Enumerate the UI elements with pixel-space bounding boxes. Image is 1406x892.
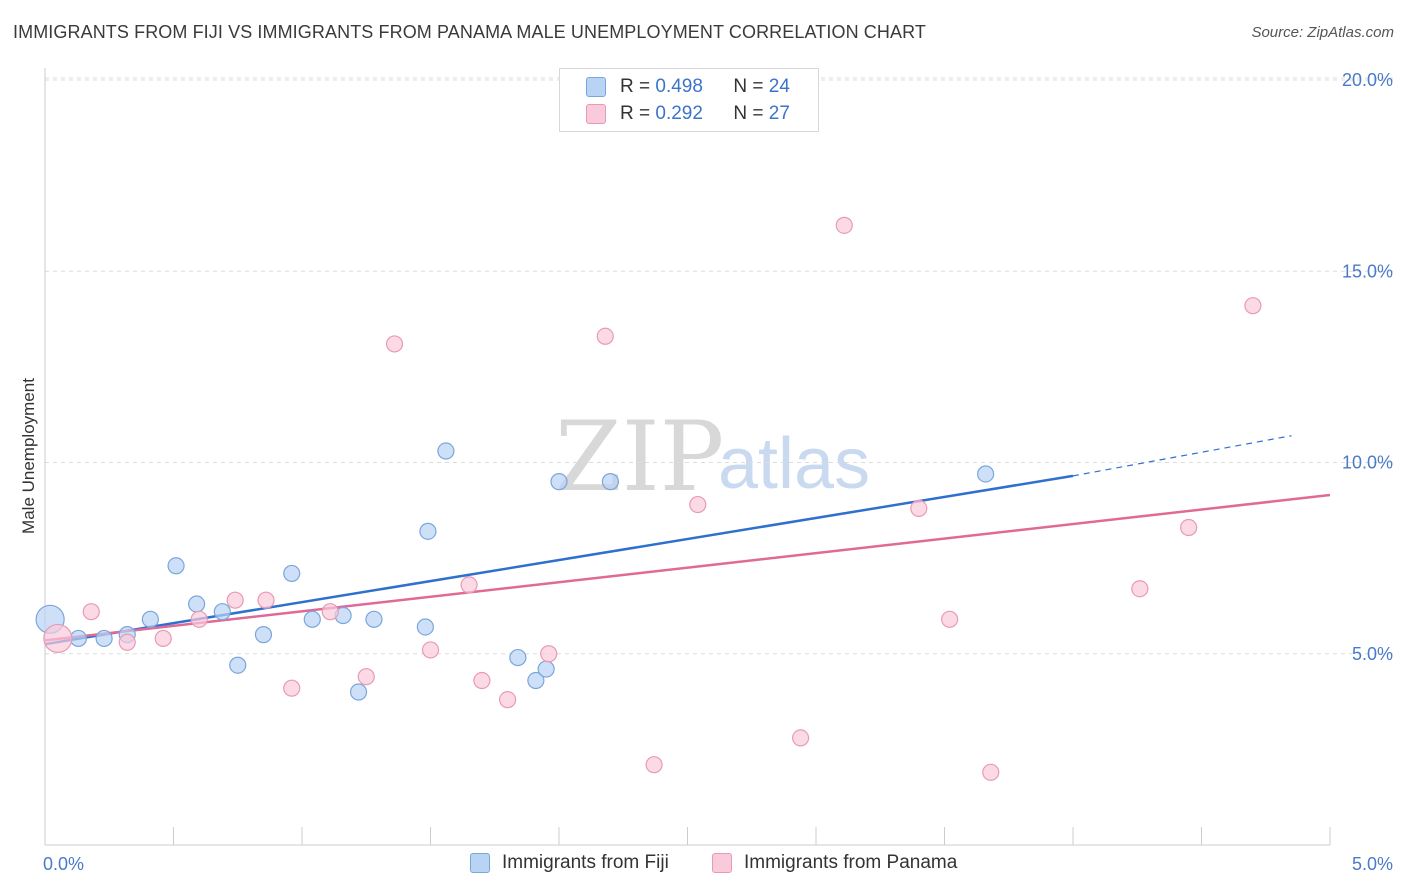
panama-n-label: N = [733,103,764,124]
panama-point [596,327,614,345]
panama-trend-line [44,493,1331,642]
y-tick-label: 20.0% [1342,70,1393,90]
fiji-point [419,522,437,540]
panama-point [43,623,73,654]
bottom-legend-panama: Immigrants from Panama [712,852,957,874]
fiji-point [254,626,273,644]
panama-point [791,729,810,747]
panama-point [154,629,172,648]
panama-point [645,756,663,774]
fiji-point [509,648,527,667]
fiji-point [95,629,113,648]
fiji-point [977,465,995,483]
fiji-r-value: 0.498 [655,76,703,97]
watermark-zip: ZIP [555,401,724,513]
legend-row-panama: R = 0.292 N = 27 [586,101,790,127]
stats-legend: R = 0.498 N = 24 R = 0.292 N = 27 [559,68,819,132]
bottom-panama-label: Immigrants from Panama [744,852,958,873]
watermark-atlas: atlas [718,424,870,504]
y-tick-label: 5.0% [1352,644,1393,664]
panama-point [689,495,707,514]
fiji-point [416,618,434,636]
panama-point [321,603,339,621]
panama-point [941,610,959,628]
source-label: Source: ZipAtlas.com [1251,24,1394,41]
x-tick-label: 5.0% [1352,854,1393,874]
panama-point [499,691,517,709]
panama-point [1180,518,1198,537]
panama-point [82,603,100,621]
bottom-legend-fiji: Immigrants from Fiji [470,852,669,874]
bottom-fiji-label: Immigrants from Fiji [502,852,669,873]
fiji-point [537,660,555,678]
panama-point [473,671,491,690]
fiji-trend-extension [1072,435,1292,477]
panama-r-value: 0.292 [655,103,703,124]
data-points [35,216,1262,781]
panama-point [118,633,136,651]
fiji-swatch [586,77,606,97]
bottom-fiji-swatch [470,853,490,873]
fiji-point [303,610,321,628]
fiji-point [437,442,455,460]
panama-point [1131,580,1149,598]
panama-point [982,763,1000,781]
y-tick-label: 15.0% [1342,261,1393,281]
fiji-point [601,473,620,491]
panama-point [257,591,275,609]
panama-point [835,216,853,234]
tick-labels: 5.0% 10.0% 15.0% 20.0% 0.0% 5.0% [43,70,1393,874]
panama-r-label: R = [620,103,651,124]
fiji-n-value: 24 [768,76,790,97]
panama-point [283,679,301,697]
fiji-point [365,610,383,628]
fiji-point [550,473,568,491]
fiji-point [188,595,206,613]
fiji-r-label: R = [620,76,651,97]
panama-point [190,610,208,628]
panama-swatch [586,104,606,124]
axes [44,68,1331,846]
fiji-point [349,683,368,701]
panama-point [460,576,478,594]
bottom-panama-swatch [712,853,732,873]
y-tick-label: 10.0% [1342,453,1393,473]
fiji-point [283,564,301,583]
chart-title: IMMIGRANTS FROM FIJI VS IMMIGRANTS FROM … [13,22,926,42]
panama-point [357,668,375,686]
fiji-n-label: N = [733,76,764,97]
panama-point [540,645,558,663]
fiji-point [229,656,247,674]
panama-n-value: 27 [768,103,790,124]
fiji-point [69,629,88,648]
fiji-point [141,610,159,628]
legend-row-fiji: R = 0.498 N = 24 [586,74,790,100]
y-axis-label: Male Unemployment [19,378,38,534]
panama-point [910,499,928,517]
panama-point [385,335,404,353]
panama-point [226,591,244,609]
fiji-point [527,671,545,690]
fiji-point [213,603,231,621]
x-tick-label: 0.0% [43,854,84,874]
fiji-point [167,557,185,575]
panama-point [421,641,440,659]
panama-point [1244,297,1262,315]
gridlines [45,77,1395,655]
